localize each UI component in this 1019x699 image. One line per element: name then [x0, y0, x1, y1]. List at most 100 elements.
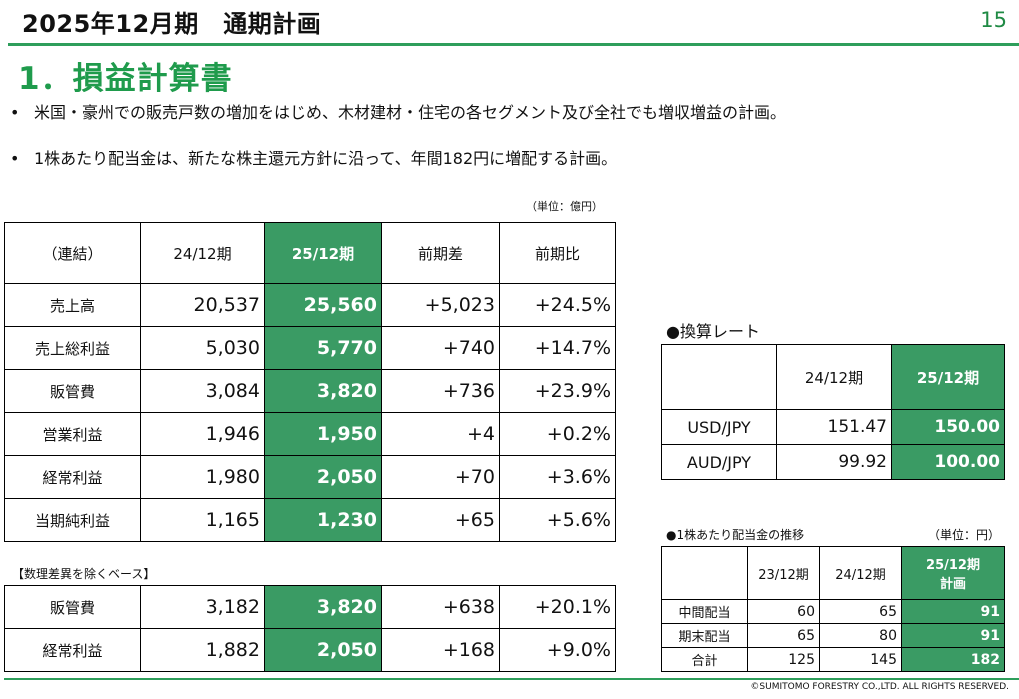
header-cell: 24/12期	[140, 222, 265, 284]
table-row: USD/JPY 151.47 150.00	[661, 409, 1005, 445]
page-number: 15	[980, 8, 1007, 32]
prev-value: 151.47	[776, 409, 892, 445]
table-row: 販管費 3,084 3,820 +736 +23.9%	[4, 369, 616, 413]
dividend-table: 23/12期 24/12期 25/12期 計画 中間配当 60 65 91 期末…	[661, 546, 1005, 672]
table-row: 売上高 20,537 25,560 +5,023 +24.5%	[4, 283, 616, 327]
curr-value: 1,230	[264, 498, 382, 542]
prev-value: 3,182	[140, 585, 265, 629]
diff-value: +70	[381, 455, 500, 499]
prev-value: 3,084	[140, 369, 265, 413]
ratio-value: +9.0%	[499, 628, 616, 672]
ratio-value: +14.7%	[499, 326, 616, 370]
header-divider	[8, 43, 1019, 46]
prev-value: 5,030	[140, 326, 265, 370]
section-title: 1．損益計算書	[18, 61, 233, 97]
header-cell-highlight: 25/12期 計画	[901, 546, 1005, 600]
exchange-rate-table: 24/12期 25/12期 USD/JPY 151.47 150.00 AUD/…	[661, 344, 1005, 480]
ratio-value: +0.2%	[499, 412, 616, 456]
table-row: 当期純利益 1,165 1,230 +65 +5.6%	[4, 498, 616, 542]
prev-value: 1,165	[140, 498, 265, 542]
curr-value: 5,770	[264, 326, 382, 370]
fy25-value: 91	[901, 623, 1005, 648]
bullet-text: 1株あたり配当金は、新たな株主還元方針に沿って、年間182円に増配する計画。	[34, 149, 618, 168]
table-row: 経常利益 1,882 2,050 +168 +9.0%	[4, 628, 616, 672]
prev-value: 1,882	[140, 628, 265, 672]
row-label: 期末配当	[661, 623, 748, 648]
fy23-value: 60	[747, 599, 820, 624]
excluding-actuarial-table: 販管費 3,182 3,820 +638 +20.1% 経常利益 1,882 2…	[4, 585, 616, 672]
bullet-item: • 米国・豪州での販売戸数の増加をはじめ、木材建材・住宅の各セグメント及び全社でも…	[10, 99, 786, 123]
fy25-value: 91	[901, 599, 1005, 624]
diff-value: +65	[381, 498, 500, 542]
table-row: 中間配当 60 65 91	[661, 599, 1005, 624]
prev-value: 1,946	[140, 412, 265, 456]
exchange-rate-title: ●換算レート	[666, 322, 760, 341]
table-row: AUD/JPY 99.92 100.00	[661, 444, 1005, 480]
prev-value: 20,537	[140, 283, 265, 327]
header-plan: 計画	[939, 577, 966, 592]
row-label: 営業利益	[4, 412, 141, 456]
diff-value: +736	[381, 369, 500, 413]
fy23-value: 125	[747, 647, 820, 672]
header-cell	[661, 546, 748, 600]
header-cell: （連結）	[4, 222, 141, 284]
row-label: 販管費	[4, 585, 141, 629]
curr-value: 2,050	[264, 455, 382, 499]
diff-value: +4	[381, 412, 500, 456]
diff-value: +168	[381, 628, 500, 672]
row-label: 売上高	[4, 283, 141, 327]
prev-value: 1,980	[140, 455, 265, 499]
table-row: 経常利益 1,980 2,050 +70 +3.6%	[4, 455, 616, 499]
header-cell: 23/12期	[747, 546, 820, 600]
diff-value: +740	[381, 326, 500, 370]
row-label: 中間配当	[661, 599, 748, 624]
fy24-value: 145	[819, 647, 902, 672]
curr-value: 3,820	[264, 585, 382, 629]
header-cell-highlight: 25/12期	[264, 222, 382, 284]
ratio-value: +3.6%	[499, 455, 616, 499]
ratio-value: +24.5%	[499, 283, 616, 327]
header-cell	[661, 344, 777, 410]
bullet-item: • 1株あたり配当金は、新たな株主還元方針に沿って、年間182円に増配する計画。	[10, 145, 617, 169]
page-title: 2025年12月期 通期計画	[22, 10, 322, 38]
table-row: 販管費 3,182 3,820 +638 +20.1%	[4, 585, 616, 629]
diff-value: +638	[381, 585, 500, 629]
table-header-row: （連結） 24/12期 25/12期 前期差 前期比	[4, 222, 616, 284]
row-label: 当期純利益	[4, 498, 141, 542]
fy24-value: 80	[819, 623, 902, 648]
curr-value: 3,820	[264, 369, 382, 413]
table-row: 売上総利益 5,030 5,770 +740 +14.7%	[4, 326, 616, 370]
row-label: USD/JPY	[661, 409, 777, 445]
dividend-unit: （単位：円）	[928, 528, 1001, 542]
income-statement-unit: （単位：億円）	[526, 200, 603, 213]
header-cell-highlight: 25/12期	[891, 344, 1005, 410]
bullet-text: 米国・豪州での販売戸数の増加をはじめ、木材建材・住宅の各セグメント及び全社でも増…	[34, 103, 787, 122]
income-statement-table: （連結） 24/12期 25/12期 前期差 前期比 売上高 20,537 25…	[4, 222, 616, 542]
bullet-dot-icon: •	[10, 103, 20, 122]
fy24-value: 65	[819, 599, 902, 624]
header-cell: 前期比	[499, 222, 616, 284]
dividend-title: ●1株あたり配当金の推移	[666, 528, 805, 542]
table-row: 期末配当 65 80 91	[661, 623, 1005, 648]
ratio-value: +23.9%	[499, 369, 616, 413]
bullet-dot-icon: •	[10, 149, 20, 168]
row-label: AUD/JPY	[661, 444, 777, 480]
row-label: 売上総利益	[4, 326, 141, 370]
prev-value: 99.92	[776, 444, 892, 480]
curr-value: 25,560	[264, 283, 382, 327]
copyright-footer: ©SUMITOMO FORESTRY CO.,LTD. ALL RIGHTS R…	[750, 682, 1009, 692]
fy25-value: 182	[901, 647, 1005, 672]
row-label: 合計	[661, 647, 748, 672]
header-cell: 24/12期	[776, 344, 892, 410]
fy23-value: 65	[747, 623, 820, 648]
diff-value: +5,023	[381, 283, 500, 327]
curr-value: 150.00	[891, 409, 1005, 445]
table-row: 合計 125 145 182	[661, 647, 1005, 672]
ratio-value: +5.6%	[499, 498, 616, 542]
table-header-row: 23/12期 24/12期 25/12期 計画	[661, 546, 1005, 600]
ratio-value: +20.1%	[499, 585, 616, 629]
footer-divider	[4, 678, 1019, 680]
table-row: 営業利益 1,946 1,950 +4 +0.2%	[4, 412, 616, 456]
curr-value: 1,950	[264, 412, 382, 456]
header-cell: 前期差	[381, 222, 500, 284]
